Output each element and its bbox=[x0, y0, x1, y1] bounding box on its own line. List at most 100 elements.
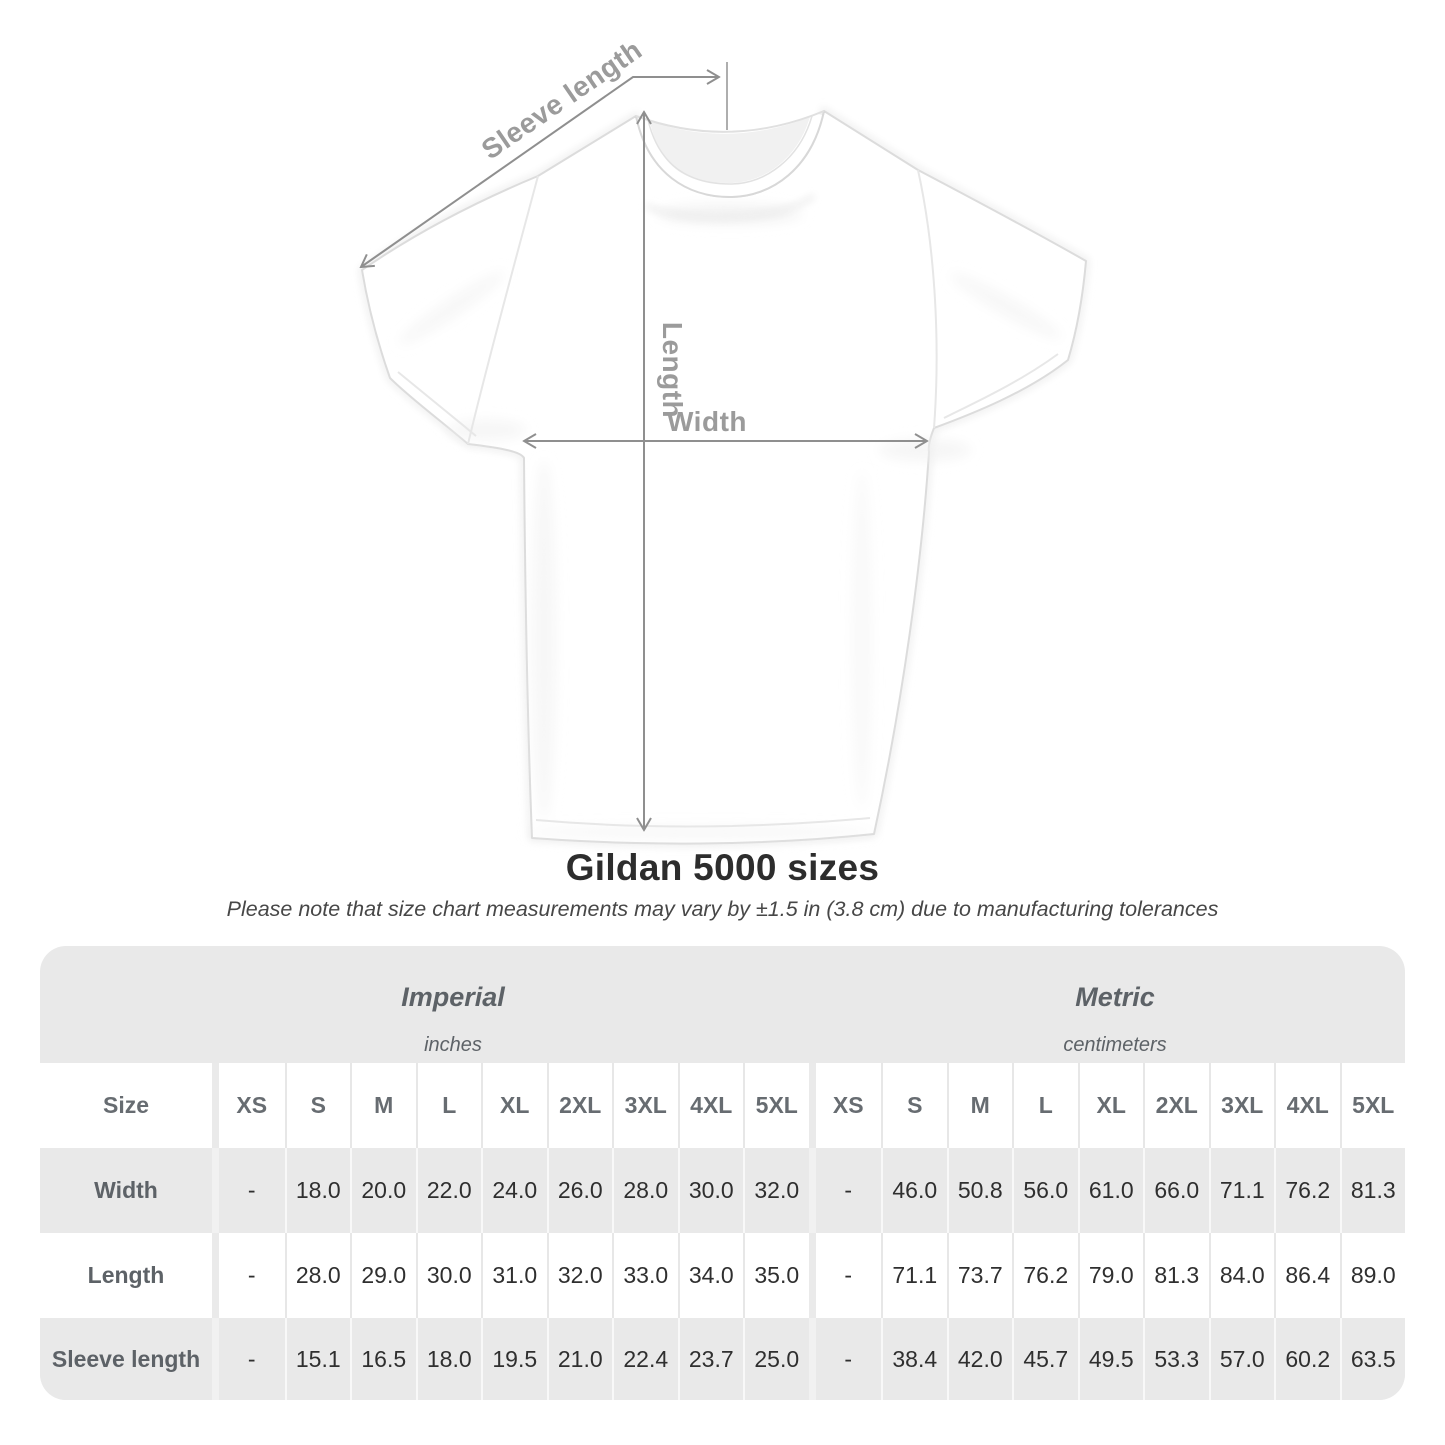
imperial-section-header: Imperial inches bbox=[401, 982, 505, 1056]
value-cell: 50.8 bbox=[946, 1148, 1012, 1233]
value-cell: 23.7 bbox=[677, 1318, 743, 1400]
size-col-header: 2XL bbox=[546, 1063, 612, 1148]
size-col-header: XL bbox=[481, 1063, 547, 1148]
value-cell: 35.0 bbox=[743, 1233, 809, 1318]
value-cell: 22.4 bbox=[612, 1318, 678, 1400]
size-col-header: XS bbox=[219, 1063, 285, 1148]
value-cell: 89.0 bbox=[1339, 1233, 1405, 1318]
size-col-header: 4XL bbox=[1274, 1063, 1340, 1148]
value-cell: 18.0 bbox=[284, 1148, 350, 1233]
size-col-header: M bbox=[946, 1063, 1012, 1148]
value-cell: 49.5 bbox=[1077, 1318, 1143, 1400]
width-row: Width - 18.0 20.0 22.0 24.0 26.0 28.0 30… bbox=[40, 1148, 1405, 1233]
size-corner-label: Size bbox=[40, 1063, 212, 1148]
size-col-header: 2XL bbox=[1143, 1063, 1209, 1148]
value-cell: 28.0 bbox=[612, 1148, 678, 1233]
value-cell: - bbox=[219, 1148, 285, 1233]
value-cell: 32.0 bbox=[546, 1233, 612, 1318]
size-col-header: 5XL bbox=[743, 1063, 809, 1148]
column-separator bbox=[212, 1063, 219, 1148]
size-chart-table: Imperial inches Metric centimeters Size … bbox=[40, 946, 1405, 1400]
metric-unit-label: centimeters bbox=[1063, 1034, 1167, 1056]
width-label: Width bbox=[667, 406, 747, 437]
imperial-unit-label: inches bbox=[424, 1034, 482, 1056]
size-col-header: S bbox=[284, 1063, 350, 1148]
value-cell: 81.3 bbox=[1339, 1148, 1405, 1233]
value-cell: 31.0 bbox=[481, 1233, 547, 1318]
column-separator bbox=[212, 1148, 219, 1233]
value-cell: - bbox=[815, 1233, 881, 1318]
size-col-header: L bbox=[415, 1063, 481, 1148]
value-cell: 76.2 bbox=[1012, 1233, 1078, 1318]
value-cell: 66.0 bbox=[1143, 1148, 1209, 1233]
size-col-header: XL bbox=[1077, 1063, 1143, 1148]
sleeve-length-arrow bbox=[361, 77, 719, 267]
size-col-header: 4XL bbox=[677, 1063, 743, 1148]
size-col-header: XS bbox=[815, 1063, 881, 1148]
value-cell: 53.3 bbox=[1143, 1318, 1209, 1400]
value-cell: 32.0 bbox=[743, 1148, 809, 1233]
tolerance-note: Please note that size chart measurements… bbox=[226, 897, 1219, 921]
value-cell: 42.0 bbox=[946, 1318, 1012, 1400]
size-col-header: 5XL bbox=[1339, 1063, 1405, 1148]
value-cell: 30.0 bbox=[677, 1148, 743, 1233]
value-cell: 21.0 bbox=[546, 1318, 612, 1400]
value-cell: 38.4 bbox=[881, 1318, 947, 1400]
size-col-header: 3XL bbox=[612, 1063, 678, 1148]
value-cell: 81.3 bbox=[1143, 1233, 1209, 1318]
column-separator bbox=[808, 1318, 816, 1400]
value-cell: 24.0 bbox=[481, 1148, 547, 1233]
size-col-header: M bbox=[350, 1063, 416, 1148]
value-cell: 34.0 bbox=[677, 1233, 743, 1318]
value-cell: 28.0 bbox=[284, 1233, 350, 1318]
value-cell: 73.7 bbox=[946, 1233, 1012, 1318]
value-cell: - bbox=[219, 1233, 285, 1318]
tshirt-illustration bbox=[358, 106, 1090, 847]
value-cell: 76.2 bbox=[1274, 1148, 1340, 1233]
value-cell: 46.0 bbox=[881, 1148, 947, 1233]
row-label: Width bbox=[40, 1148, 212, 1233]
value-cell: 30.0 bbox=[415, 1233, 481, 1318]
value-cell: 20.0 bbox=[350, 1148, 416, 1233]
value-cell: 29.0 bbox=[350, 1233, 416, 1318]
size-col-header: 3XL bbox=[1208, 1063, 1274, 1148]
value-cell: 22.0 bbox=[415, 1148, 481, 1233]
column-separator bbox=[212, 1318, 219, 1400]
value-cell: 61.0 bbox=[1077, 1148, 1143, 1233]
value-cell: 86.4 bbox=[1274, 1233, 1340, 1318]
size-header-row: Size XS S M L XL 2XL 3XL 4XL 5XL XS S M … bbox=[40, 1063, 1405, 1148]
value-cell: 84.0 bbox=[1208, 1233, 1274, 1318]
value-cell: 19.5 bbox=[481, 1318, 547, 1400]
tshirt-measurement-diagram: Sleeve length Length Width bbox=[358, 34, 1090, 847]
column-separator bbox=[808, 1233, 816, 1318]
value-cell: 25.0 bbox=[743, 1318, 809, 1400]
size-col-header: S bbox=[881, 1063, 947, 1148]
row-label: Sleeve length bbox=[40, 1318, 212, 1400]
column-separator bbox=[808, 1063, 816, 1148]
column-separator bbox=[212, 1233, 219, 1318]
column-separator bbox=[808, 1148, 816, 1233]
value-cell: 16.5 bbox=[350, 1318, 416, 1400]
value-cell: 45.7 bbox=[1012, 1318, 1078, 1400]
value-cell: 71.1 bbox=[1208, 1148, 1274, 1233]
value-cell: 15.1 bbox=[284, 1318, 350, 1400]
unit-header-band: Imperial inches Metric centimeters bbox=[40, 946, 1405, 1063]
value-cell: 63.5 bbox=[1339, 1318, 1405, 1400]
value-cell: 60.2 bbox=[1274, 1318, 1340, 1400]
value-cell: - bbox=[815, 1318, 881, 1400]
value-cell: 57.0 bbox=[1208, 1318, 1274, 1400]
sleeve-length-row: Sleeve length - 15.1 16.5 18.0 19.5 21.0… bbox=[40, 1318, 1405, 1400]
metric-section-header: Metric centimeters bbox=[1063, 982, 1166, 1056]
value-cell: 71.1 bbox=[881, 1233, 947, 1318]
page-title: Gildan 5000 sizes bbox=[565, 847, 880, 888]
value-cell: 33.0 bbox=[612, 1233, 678, 1318]
value-cell: 56.0 bbox=[1012, 1148, 1078, 1233]
metric-label: Metric bbox=[1075, 982, 1155, 1012]
value-cell: 79.0 bbox=[1077, 1233, 1143, 1318]
value-cell: - bbox=[815, 1148, 881, 1233]
length-label: Length bbox=[657, 322, 688, 418]
row-label: Length bbox=[40, 1233, 212, 1318]
imperial-label: Imperial bbox=[401, 982, 505, 1012]
length-row: Length - 28.0 29.0 30.0 31.0 32.0 33.0 3… bbox=[40, 1233, 1405, 1318]
